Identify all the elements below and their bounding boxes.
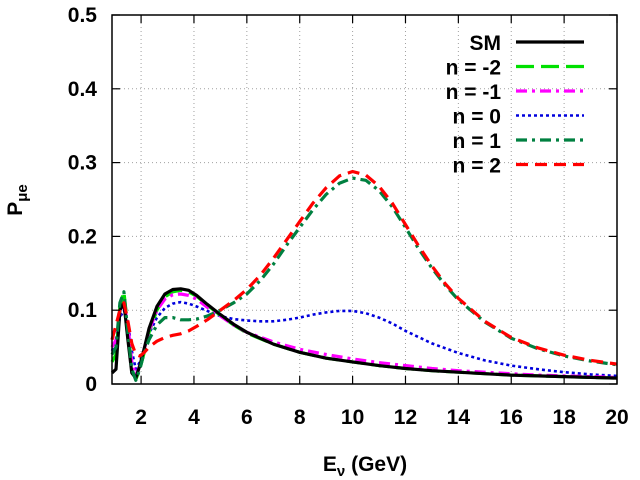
axis-titles: Eν (GeV) Pμe — [4, 184, 407, 480]
legend-label: n = 2 — [453, 155, 501, 178]
series-line-n-1-neg — [110, 292, 618, 379]
x-axis-title-main: E — [323, 453, 337, 476]
x-axis-title: Eν (GeV) — [323, 453, 407, 480]
series-line-n-0 — [110, 300, 618, 378]
series-line-n-2 — [110, 169, 618, 366]
x-tick-label: 16 — [500, 406, 523, 429]
x-tick-label: 18 — [552, 406, 576, 429]
grid — [112, 15, 617, 384]
x-tick-label: 8 — [294, 406, 306, 429]
legend-label: n = 0 — [453, 106, 501, 129]
x-tick-label: 2 — [135, 406, 147, 429]
y-axis-title-sub: μe — [14, 184, 31, 202]
legend-label: SM — [470, 32, 502, 55]
y-axis-title-main: P — [4, 202, 27, 216]
x-tick-label: 4 — [188, 406, 200, 429]
legend-label: n = -2 — [446, 57, 501, 80]
x-tick-label: 14 — [447, 406, 471, 429]
x-tick-label: 12 — [394, 406, 417, 429]
x-tick-label: 20 — [605, 406, 628, 429]
series-line-n-1 — [110, 176, 618, 382]
series-layer — [110, 169, 618, 382]
legend: SMn = -2n = -1n = 0n = 1n = 2 — [446, 32, 584, 178]
x-tick-label: 10 — [341, 406, 364, 429]
x-tick-label: 6 — [241, 406, 253, 429]
plot-frame — [111, 14, 618, 385]
ticks: 2 4 6 8 10 12 14 16 18 20 0 0.1 0.2 0.3 0.4 0.5 — [68, 4, 629, 429]
y-tick-label: 0.1 — [68, 299, 98, 322]
x-axis-title-unit: (GeV) — [345, 453, 407, 476]
y-axis-title: Pμe — [4, 184, 31, 216]
y-tick-label: 0.2 — [68, 225, 97, 248]
y-tick-label: 0.3 — [68, 152, 97, 175]
y-tick-label: 0.4 — [68, 78, 98, 101]
y-tick-label: 0 — [85, 373, 97, 396]
x-axis-title-sub: ν — [337, 463, 345, 480]
y-tick-label: 0.5 — [68, 4, 98, 27]
legend-label: n = -1 — [446, 81, 502, 104]
legend-label: n = 1 — [453, 130, 502, 153]
